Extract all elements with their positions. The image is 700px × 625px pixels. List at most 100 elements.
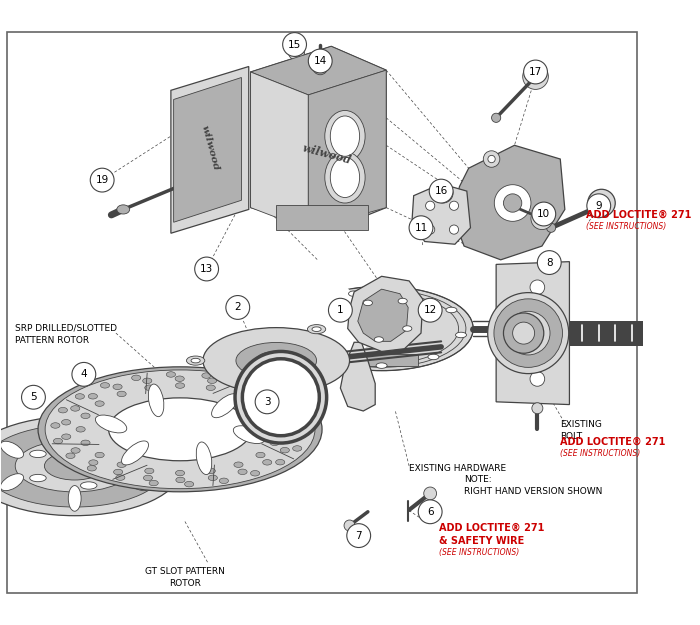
Ellipse shape xyxy=(81,440,90,446)
Ellipse shape xyxy=(58,408,67,413)
Ellipse shape xyxy=(176,477,185,482)
Ellipse shape xyxy=(100,382,110,388)
Ellipse shape xyxy=(402,326,412,331)
Circle shape xyxy=(587,194,610,218)
Ellipse shape xyxy=(237,384,246,389)
Ellipse shape xyxy=(234,462,243,468)
Polygon shape xyxy=(348,276,423,351)
Text: 7: 7 xyxy=(356,531,362,541)
Ellipse shape xyxy=(313,60,328,75)
Ellipse shape xyxy=(251,471,260,476)
Text: 3: 3 xyxy=(264,397,270,407)
Polygon shape xyxy=(251,72,308,229)
Text: 4: 4 xyxy=(80,369,88,379)
Text: 9: 9 xyxy=(596,201,602,211)
Ellipse shape xyxy=(530,326,545,341)
Ellipse shape xyxy=(488,292,568,374)
Wedge shape xyxy=(288,257,382,400)
Ellipse shape xyxy=(280,406,289,411)
Circle shape xyxy=(283,32,307,56)
Ellipse shape xyxy=(483,151,500,168)
Text: & SAFETY WIRE: & SAFETY WIRE xyxy=(440,536,524,546)
Ellipse shape xyxy=(330,116,360,156)
Ellipse shape xyxy=(117,391,126,397)
Ellipse shape xyxy=(207,378,217,384)
Ellipse shape xyxy=(523,64,548,89)
Ellipse shape xyxy=(293,446,302,451)
Polygon shape xyxy=(251,46,386,95)
Ellipse shape xyxy=(280,448,289,453)
Polygon shape xyxy=(171,66,248,233)
Circle shape xyxy=(90,168,114,192)
Ellipse shape xyxy=(588,189,615,217)
Ellipse shape xyxy=(433,183,453,203)
Text: 12: 12 xyxy=(424,305,437,315)
Ellipse shape xyxy=(536,213,547,224)
Ellipse shape xyxy=(398,298,407,304)
Ellipse shape xyxy=(290,286,473,371)
Ellipse shape xyxy=(88,394,97,399)
Ellipse shape xyxy=(76,394,85,399)
Ellipse shape xyxy=(0,425,167,507)
Text: 13: 13 xyxy=(200,264,214,274)
Circle shape xyxy=(346,524,370,548)
Ellipse shape xyxy=(45,370,315,489)
Ellipse shape xyxy=(143,378,152,384)
Ellipse shape xyxy=(15,440,134,492)
Ellipse shape xyxy=(374,337,384,342)
Ellipse shape xyxy=(426,225,435,234)
Ellipse shape xyxy=(51,422,60,428)
Ellipse shape xyxy=(89,460,98,466)
Ellipse shape xyxy=(117,462,126,468)
Ellipse shape xyxy=(276,459,285,465)
Ellipse shape xyxy=(176,470,185,476)
Text: (SEE INSTRUCTIONS): (SEE INSTRUCTIONS) xyxy=(440,548,519,558)
Ellipse shape xyxy=(594,196,609,211)
Polygon shape xyxy=(308,70,386,229)
Ellipse shape xyxy=(530,372,545,386)
Ellipse shape xyxy=(428,354,439,360)
Text: 6: 6 xyxy=(427,507,433,517)
Ellipse shape xyxy=(446,308,457,312)
Ellipse shape xyxy=(449,225,459,234)
Ellipse shape xyxy=(69,486,81,511)
Ellipse shape xyxy=(219,478,228,484)
Ellipse shape xyxy=(95,415,127,433)
Circle shape xyxy=(328,298,352,322)
Ellipse shape xyxy=(242,359,319,436)
Text: (SEE INSTRUCTIONS): (SEE INSTRUCTIONS) xyxy=(586,222,666,231)
Ellipse shape xyxy=(206,468,216,474)
Ellipse shape xyxy=(206,385,216,391)
Ellipse shape xyxy=(300,431,309,436)
Ellipse shape xyxy=(503,313,544,353)
Ellipse shape xyxy=(275,427,284,432)
Circle shape xyxy=(419,298,442,322)
Ellipse shape xyxy=(0,416,183,516)
Circle shape xyxy=(532,202,556,226)
Ellipse shape xyxy=(503,194,522,212)
Ellipse shape xyxy=(44,452,105,480)
Text: ADD LOCTITE® 271: ADD LOCTITE® 271 xyxy=(586,209,692,219)
Ellipse shape xyxy=(148,384,164,417)
Text: (SEE INSTRUCTIONS): (SEE INSTRUCTIONS) xyxy=(560,449,640,459)
Ellipse shape xyxy=(289,434,298,439)
Ellipse shape xyxy=(1,474,24,491)
Ellipse shape xyxy=(426,201,435,211)
Text: 2: 2 xyxy=(234,302,241,312)
Circle shape xyxy=(429,179,453,203)
Ellipse shape xyxy=(108,398,251,461)
Text: 5: 5 xyxy=(30,392,37,402)
Ellipse shape xyxy=(112,462,128,469)
Text: 11: 11 xyxy=(414,222,428,232)
Text: ADD LOCTITE® 271: ADD LOCTITE® 271 xyxy=(440,522,545,532)
Ellipse shape xyxy=(116,475,125,481)
Text: 17: 17 xyxy=(529,67,542,77)
Circle shape xyxy=(409,216,433,239)
Ellipse shape xyxy=(88,466,97,471)
Ellipse shape xyxy=(488,156,495,162)
Text: 10: 10 xyxy=(537,209,550,219)
Ellipse shape xyxy=(149,481,158,486)
Circle shape xyxy=(256,390,279,414)
Ellipse shape xyxy=(234,391,243,397)
Ellipse shape xyxy=(145,468,154,474)
